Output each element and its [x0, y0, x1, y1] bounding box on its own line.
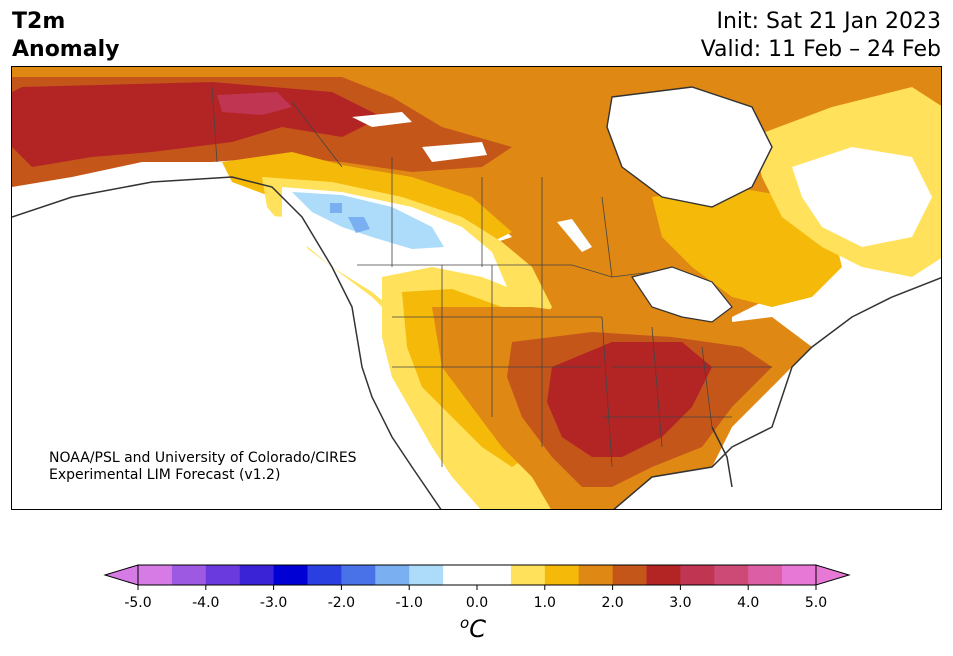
colorbar-extend-low — [103, 564, 139, 586]
colorbar-bin — [544, 565, 580, 585]
map-canvas — [12, 67, 941, 509]
anomaly-neutral-quebec — [792, 147, 932, 247]
coastline-west — [12, 176, 442, 509]
title-variable: T2m — [12, 9, 66, 34]
credit-line-2: Experimental LIM Forecast (v1.2) — [49, 467, 281, 483]
colorbar-bin — [714, 565, 749, 585]
map-credit: NOAA/PSL and University of Colorado/CIRE… — [49, 450, 357, 484]
colorbar-bin — [138, 565, 173, 585]
colorbar-unit: oC — [460, 614, 486, 643]
map-title: T2m Anomaly — [12, 8, 119, 64]
colorbar-tick-label: -5.0 — [124, 595, 151, 611]
colorbar-bin — [612, 565, 647, 585]
colorbar-tick-label: -1.0 — [396, 595, 423, 611]
colorbar-tick-label: 1.0 — [534, 595, 556, 611]
hudson-bay — [606, 86, 773, 208]
colorbar-bin — [409, 565, 444, 585]
colorbar-ticks: -5.0 -4.0 -3.0 -2.0 -1.0 0.0 1.0 2.0 3.0 4.0 5.0 — [124, 585, 827, 611]
anomaly-fill-neg1.5-bc — [348, 217, 370, 233]
colorbar-bin — [578, 565, 614, 585]
great-lakes — [631, 266, 733, 323]
colorbar-bin — [646, 565, 681, 585]
colorbar-bin — [748, 565, 783, 585]
pacific-ocean — [12, 217, 441, 509]
gulf-of-mexico — [614, 367, 941, 509]
lake-winnipeg — [557, 219, 592, 252]
anomaly-fill-neg1.5-bc2 — [330, 203, 342, 213]
colorbar-bin — [171, 565, 207, 585]
colorbar-extend-high — [815, 564, 851, 586]
atlantic-ocean — [772, 277, 941, 417]
colorbar-tick-label: -4.0 — [192, 595, 219, 611]
political-boundaries — [211, 86, 772, 468]
init-date: Init: Sat 21 Jan 2023 — [716, 9, 941, 34]
anomaly-fill-3-alaska — [12, 82, 382, 167]
credit-line-1: NOAA/PSL and University of Colorado/CIRE… — [49, 450, 357, 466]
colorbar-bin — [307, 565, 342, 585]
colorbar-tick-label: 2.0 — [601, 595, 623, 611]
coastline-florida — [711, 426, 733, 488]
colorbar-bin — [680, 565, 715, 585]
colorbar-tick-label: -2.0 — [328, 595, 355, 611]
forecast-dates: Init: Sat 21 Jan 2023 Valid: 11 Feb – 24… — [701, 8, 941, 64]
colorbar-bin — [239, 565, 275, 585]
colorbar-bin — [341, 565, 376, 585]
colorbar-tick-label: 3.0 — [669, 595, 691, 611]
great-slave-lake — [352, 112, 412, 127]
colorbar-bin — [477, 565, 512, 585]
colorbar-tick-label: 0.0 — [466, 595, 488, 611]
colorbar-bins — [138, 565, 817, 585]
title-descriptor: Anomaly — [12, 37, 120, 62]
unit-letter: C — [469, 615, 486, 643]
anomaly-fill-4-alaska — [217, 92, 292, 115]
great-bear-lake — [422, 142, 487, 162]
colorbar-bin — [782, 565, 817, 585]
colorbar-tick-label: -3.0 — [260, 595, 287, 611]
colorbar-tick-label: 5.0 — [805, 595, 827, 611]
colorbar-tick-label: 4.0 — [737, 595, 759, 611]
valid-period: Valid: 11 Feb – 24 Feb — [700, 37, 941, 62]
colorbar-bin — [205, 565, 241, 585]
colorbar-bin — [443, 565, 478, 585]
coastline-east — [613, 276, 941, 509]
colorbar-bin — [375, 565, 410, 585]
unit-degree: o — [460, 614, 470, 632]
anomaly-map: NOAA/PSL and University of Colorado/CIRE… — [11, 66, 942, 510]
anomaly-fill-3-south — [547, 342, 712, 457]
colorbar-bin — [273, 565, 308, 585]
colorbar-frame — [137, 564, 817, 586]
colorbar-bin — [510, 565, 546, 585]
